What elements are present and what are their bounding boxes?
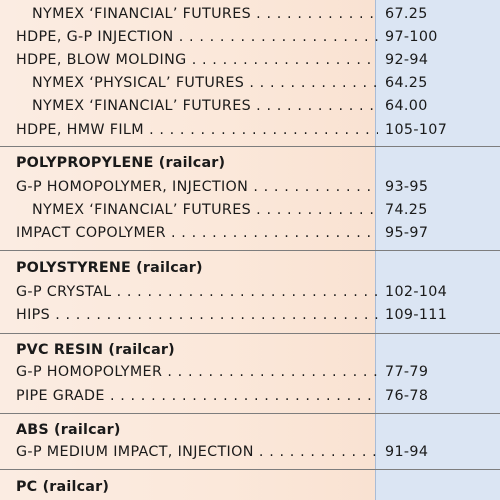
section-divider [0, 413, 500, 414]
price-row: HDPE, G-P INJECTION 97-100 [0, 26, 500, 49]
section-heading: POLYPROPYLENE (railcar) [16, 155, 226, 171]
item-name: PIPE GRADE [16, 385, 378, 408]
price-row: G-P HOMOPOLYMER, INJECTION 93-95 [0, 176, 500, 199]
item-price: 109-111 [385, 307, 448, 323]
section-divider [0, 469, 500, 470]
item-price: 64.00 [385, 98, 428, 114]
price-row: G-P CRYSTAL 102-104 [0, 281, 500, 304]
price-row: HDPE, BLOW MOLDING 92-94 [0, 49, 500, 72]
item-name: HDPE, BLOW MOLDING [16, 49, 378, 72]
item-price: 92-94 [385, 52, 429, 68]
price-row: NYMEX ‘FINANCIAL’ FUTURES 67.25 [0, 3, 500, 26]
item-name: HDPE, HMW FILM [16, 119, 378, 142]
price-row: IMPACT COPOLYMER 95-97 [0, 222, 500, 245]
item-name: G-P HOMOPOLYMER [16, 361, 378, 384]
item-name: HDPE, G-P INJECTION [16, 26, 378, 49]
price-row: HDPE, HMW FILM 105-107 [0, 119, 500, 142]
price-row: NYMEX ‘FINANCIAL’ FUTURES 64.00 [0, 95, 500, 118]
price-row: G-P HOMOPOLYMER 77-79 [0, 361, 500, 384]
section-heading: PC (railcar) [16, 479, 110, 495]
item-name: NYMEX ‘FINANCIAL’ FUTURES [32, 3, 378, 26]
item-price: 97-100 [385, 29, 438, 45]
price-row: HIPS 109-111 [0, 304, 500, 327]
item-name: G-P MEDIUM IMPACT, INJECTION [16, 441, 378, 464]
item-price: 64.25 [385, 75, 428, 91]
item-price: 77-79 [385, 364, 429, 380]
item-price: 67.25 [385, 6, 428, 22]
item-price: 76-78 [385, 388, 429, 404]
item-name: IMPACT COPOLYMER [16, 222, 378, 245]
section-heading: POLYSTYRENE (railcar) [16, 260, 203, 276]
item-name: NYMEX ‘FINANCIAL’ FUTURES [32, 199, 378, 222]
item-price: 102-104 [385, 284, 448, 300]
price-row: NYMEX ‘PHYSICAL’ FUTURES 64.25 [0, 72, 500, 95]
price-row: NYMEX ‘FINANCIAL’ FUTURES 74.25 [0, 199, 500, 222]
item-price: 105-107 [385, 122, 448, 138]
price-row: G-P MEDIUM IMPACT, INJECTION 91-94 [0, 441, 500, 464]
price-row: PIPE GRADE 76-78 [0, 385, 500, 408]
item-name: NYMEX ‘PHYSICAL’ FUTURES [32, 72, 378, 95]
section-heading: ABS (railcar) [16, 422, 121, 438]
section-divider [0, 146, 500, 147]
item-price: 93-95 [385, 179, 429, 195]
item-price: 74.25 [385, 202, 428, 218]
section-divider [0, 333, 500, 334]
item-name: NYMEX ‘FINANCIAL’ FUTURES [32, 95, 378, 118]
item-price: 95-97 [385, 225, 429, 241]
item-name: G-P CRYSTAL [16, 281, 378, 304]
item-price: 91-94 [385, 444, 429, 460]
section-heading: PVC RESIN (railcar) [16, 342, 175, 358]
item-name: G-P HOMOPOLYMER, INJECTION [16, 176, 378, 199]
section-divider [0, 250, 500, 251]
item-name: HIPS [16, 304, 378, 327]
